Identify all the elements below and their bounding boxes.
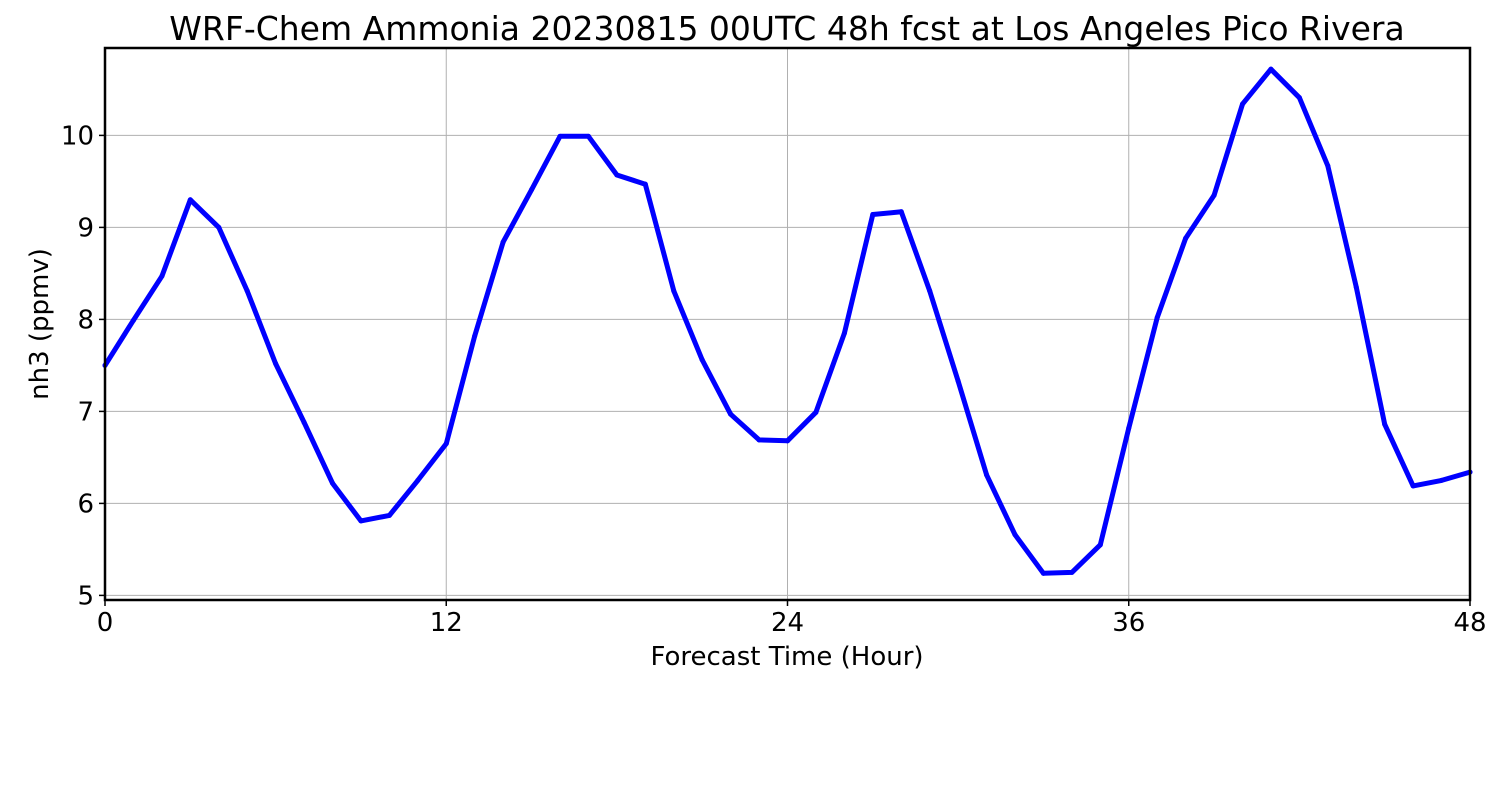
y-tick-label: 8 — [77, 305, 94, 335]
data-point — [585, 133, 591, 139]
data-point — [785, 438, 790, 444]
data-point — [642, 181, 648, 187]
data-point — [415, 477, 421, 483]
axis-ticks: 0 12 24 36 48 5 6 7 8 9 10 — [61, 121, 1487, 638]
x-tick-label: 36 — [1112, 608, 1145, 638]
data-point — [273, 361, 279, 367]
data-point — [1240, 101, 1245, 107]
data-point — [1183, 235, 1189, 241]
y-tick-label: 7 — [77, 397, 94, 427]
data-point — [500, 239, 506, 245]
data-point — [728, 411, 734, 417]
x-tick-label: 12 — [430, 608, 463, 638]
data-point — [1353, 284, 1359, 290]
x-axis-label: Forecast Time (Hour) — [650, 642, 923, 672]
data-point — [813, 409, 819, 415]
data-point — [216, 224, 222, 230]
data-point — [870, 212, 876, 218]
x-tick-label: 24 — [771, 608, 804, 638]
data-point — [756, 437, 762, 443]
data-point — [1097, 542, 1103, 548]
data-point — [841, 330, 847, 336]
data-point — [955, 378, 961, 384]
data-point — [1325, 163, 1331, 169]
data-point — [1268, 66, 1274, 72]
x-tick-label: 48 — [1453, 608, 1486, 638]
y-tick-label: 5 — [77, 581, 94, 611]
y-axis-label: nh3 (ppmv) — [25, 248, 55, 400]
data-point — [1012, 532, 1018, 538]
data-point — [159, 273, 165, 279]
data-point — [1296, 95, 1302, 101]
x-tick-label: 0 — [97, 608, 114, 638]
data-point — [557, 133, 563, 139]
y-tick-label: 9 — [77, 213, 94, 243]
data-point — [386, 512, 392, 518]
data-point — [898, 209, 904, 215]
data-point — [614, 172, 620, 178]
data-point — [130, 317, 136, 323]
data-point — [984, 472, 990, 478]
data-point — [699, 357, 705, 363]
data-point — [1154, 315, 1160, 321]
data-point — [927, 288, 933, 294]
data-point — [330, 480, 335, 486]
data-point — [358, 518, 364, 524]
data-point — [1126, 425, 1132, 431]
data-point — [443, 441, 449, 447]
data-point — [187, 197, 193, 203]
grid-lines — [104, 48, 1471, 600]
data-point — [1211, 192, 1217, 198]
chart-title: WRF-Chem Ammonia 20230815 00UTC 48h fcst… — [169, 9, 1404, 48]
data-point — [1382, 421, 1388, 427]
y-tick-label: 6 — [77, 489, 94, 519]
y-tick-label: 10 — [61, 121, 94, 151]
data-point — [244, 288, 250, 294]
data-point — [1410, 483, 1416, 489]
data-point — [671, 288, 677, 294]
data-point — [1040, 570, 1046, 576]
data-point — [1439, 477, 1445, 483]
data-point — [472, 333, 478, 339]
data-point — [1069, 569, 1075, 575]
data-point — [529, 187, 535, 193]
data-point — [301, 419, 307, 425]
